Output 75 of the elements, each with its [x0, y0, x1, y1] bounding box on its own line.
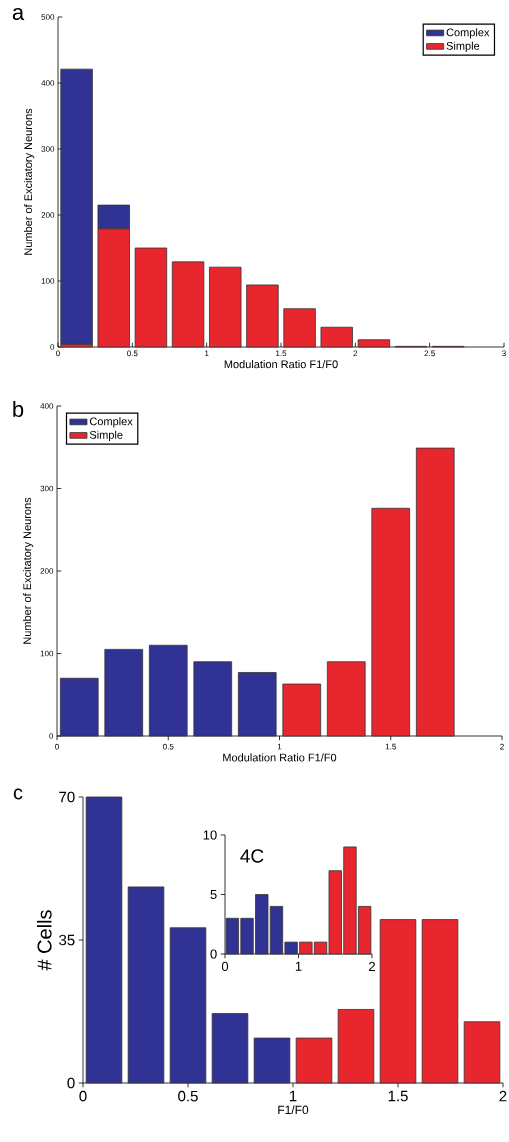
- bar: [415, 447, 455, 737]
- y-axis-title: Number of Excitatory Neurons: [23, 497, 34, 644]
- bar: [337, 1009, 375, 1084]
- x-tick-label: 0.5: [127, 350, 138, 357]
- x-tick-label: 0: [221, 961, 229, 972]
- text: 4C: [240, 849, 264, 863]
- y-axis-title: # Cells: [36, 910, 52, 971]
- x-tick-label: 1: [277, 743, 282, 750]
- y-tick-label: 0: [50, 344, 55, 350]
- x-tick-label: 2: [499, 1090, 507, 1102]
- x-tick-label: 1.5: [388, 1090, 408, 1102]
- x-axis-title: Modulation Ratio F1/F0: [224, 360, 338, 369]
- legend-label: Complex: [446, 28, 490, 39]
- x-tick-label: 0.5: [163, 743, 174, 750]
- y-tick-label: 500: [41, 14, 55, 20]
- y-tick-label: 300: [40, 485, 54, 492]
- x-axis-title: Modulation Ratio F1/F0: [223, 753, 337, 762]
- y-tick-label: 400: [41, 80, 55, 86]
- bar: [211, 1013, 249, 1084]
- y-tick-label: 100: [41, 278, 55, 284]
- y-tick-label: 0: [210, 949, 217, 959]
- y-tick-label: 100: [40, 650, 54, 657]
- y-tick-label: 35: [59, 934, 75, 946]
- y-axis-title: Number of Excitatory Neurons: [24, 108, 35, 255]
- x-tick-label: 1.5: [385, 743, 396, 750]
- y-tick-label: 200: [40, 568, 54, 574]
- bar: [371, 507, 411, 737]
- bar: [169, 927, 207, 1084]
- x-axis-title: F1/F0: [278, 1105, 309, 1115]
- chart-title: c: [13, 788, 23, 800]
- bar: [60, 68, 93, 345]
- x-tick-label: 1: [295, 961, 302, 971]
- x-tick-label: 3: [502, 350, 506, 357]
- bar: [134, 247, 168, 348]
- bar: [295, 1037, 333, 1084]
- y-tick-label: 0: [67, 1077, 75, 1089]
- bar: [379, 919, 417, 1084]
- y-tick-label: 10: [203, 830, 217, 840]
- x-tick-label: 2: [369, 961, 375, 971]
- bar: [193, 661, 233, 737]
- bar: [421, 919, 459, 1084]
- legend-label: Simple: [446, 41, 480, 52]
- y-tick-label: 200: [41, 212, 55, 218]
- bar: [326, 661, 366, 737]
- bar: [320, 326, 353, 348]
- y-tick-label: 300: [41, 146, 55, 152]
- x-tick-label: 2.5: [424, 350, 435, 357]
- bar: [463, 1021, 501, 1084]
- bar: [282, 683, 322, 737]
- x-tick-label: 2: [353, 350, 358, 357]
- x-tick-label: 0: [79, 1090, 87, 1102]
- bar: [246, 284, 279, 348]
- bar: [209, 266, 242, 348]
- bar: [148, 644, 188, 737]
- bar: [253, 1037, 291, 1084]
- chart-title: b: [13, 400, 24, 418]
- x-tick-label: 1: [289, 1090, 297, 1102]
- bar: [59, 677, 99, 737]
- bar: [127, 886, 165, 1084]
- x-tick-label: 1: [205, 350, 209, 357]
- bar: [283, 308, 316, 348]
- bar: [171, 261, 205, 348]
- x-tick-label: 2: [500, 743, 504, 750]
- y-tick-label: 70: [59, 791, 75, 803]
- y-tick-label: 0: [49, 733, 54, 739]
- legend-label: Complex: [89, 417, 133, 428]
- bar: [357, 339, 391, 348]
- y-tick-label: 5: [210, 889, 217, 900]
- x-tick-label: 1.5: [276, 350, 287, 357]
- y-tick-label: 400: [40, 403, 54, 409]
- bar: [104, 648, 144, 737]
- x-tick-label: 0.5: [178, 1090, 198, 1102]
- bar: [237, 672, 277, 737]
- chart-title: a: [12, 7, 25, 21]
- legend-label: Simple: [89, 430, 123, 441]
